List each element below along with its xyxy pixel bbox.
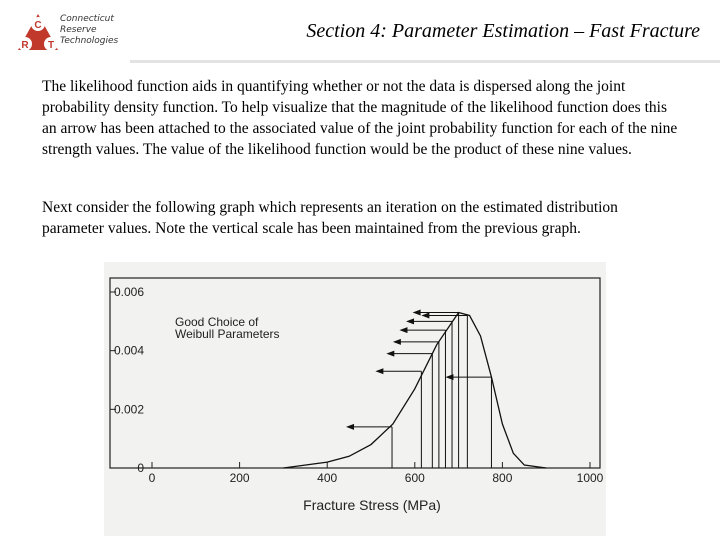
logo-line: Reserve [60,25,97,35]
svg-text:C: C [34,20,41,31]
x-tick-label: 0 [149,471,156,485]
logo-line: Technologies [60,36,119,46]
title-rule [130,60,720,63]
paragraph: Next consider the following graph which … [42,199,618,237]
arrow-head [406,318,415,325]
y-tick-label: 0.004 [114,344,144,358]
arrow-head [445,374,454,381]
x-tick-label: 600 [405,471,425,485]
arrow-head [412,309,421,316]
y-tick-label: 0.006 [114,285,144,299]
svg-text:T: T [48,40,54,51]
arrow-head [346,423,355,430]
slide-title: Section 4: Parameter Estimation – Fast F… [306,20,700,42]
x-tick-label: 400 [317,471,337,485]
plot-frame [109,277,601,469]
logo-text: Connecticut Reserve Technologies [60,14,118,47]
x-tick-label: 1000 [577,471,604,485]
logo-icon: C R T [18,14,58,51]
svg-text:R: R [21,40,29,51]
arrow-head [421,312,430,319]
x-tick-label: 800 [492,471,512,485]
logo-line: Connecticut [60,14,114,24]
annotation: Weibull Parameters [175,327,279,341]
arrow-head [399,327,408,334]
y-tick-label: 0.002 [114,402,144,416]
y-tick-label: 0 [137,461,144,475]
arrow-head [375,368,384,375]
x-tick-label: 200 [230,471,250,485]
arrow-head [386,350,395,357]
arrow-head [392,338,401,345]
paragraph: The likelihood function aids in quantify… [42,78,678,158]
annotation: Good Choice of [175,315,259,329]
x-axis-label: Fracture Stress (MPa) [303,497,441,513]
figure-background [104,262,606,536]
